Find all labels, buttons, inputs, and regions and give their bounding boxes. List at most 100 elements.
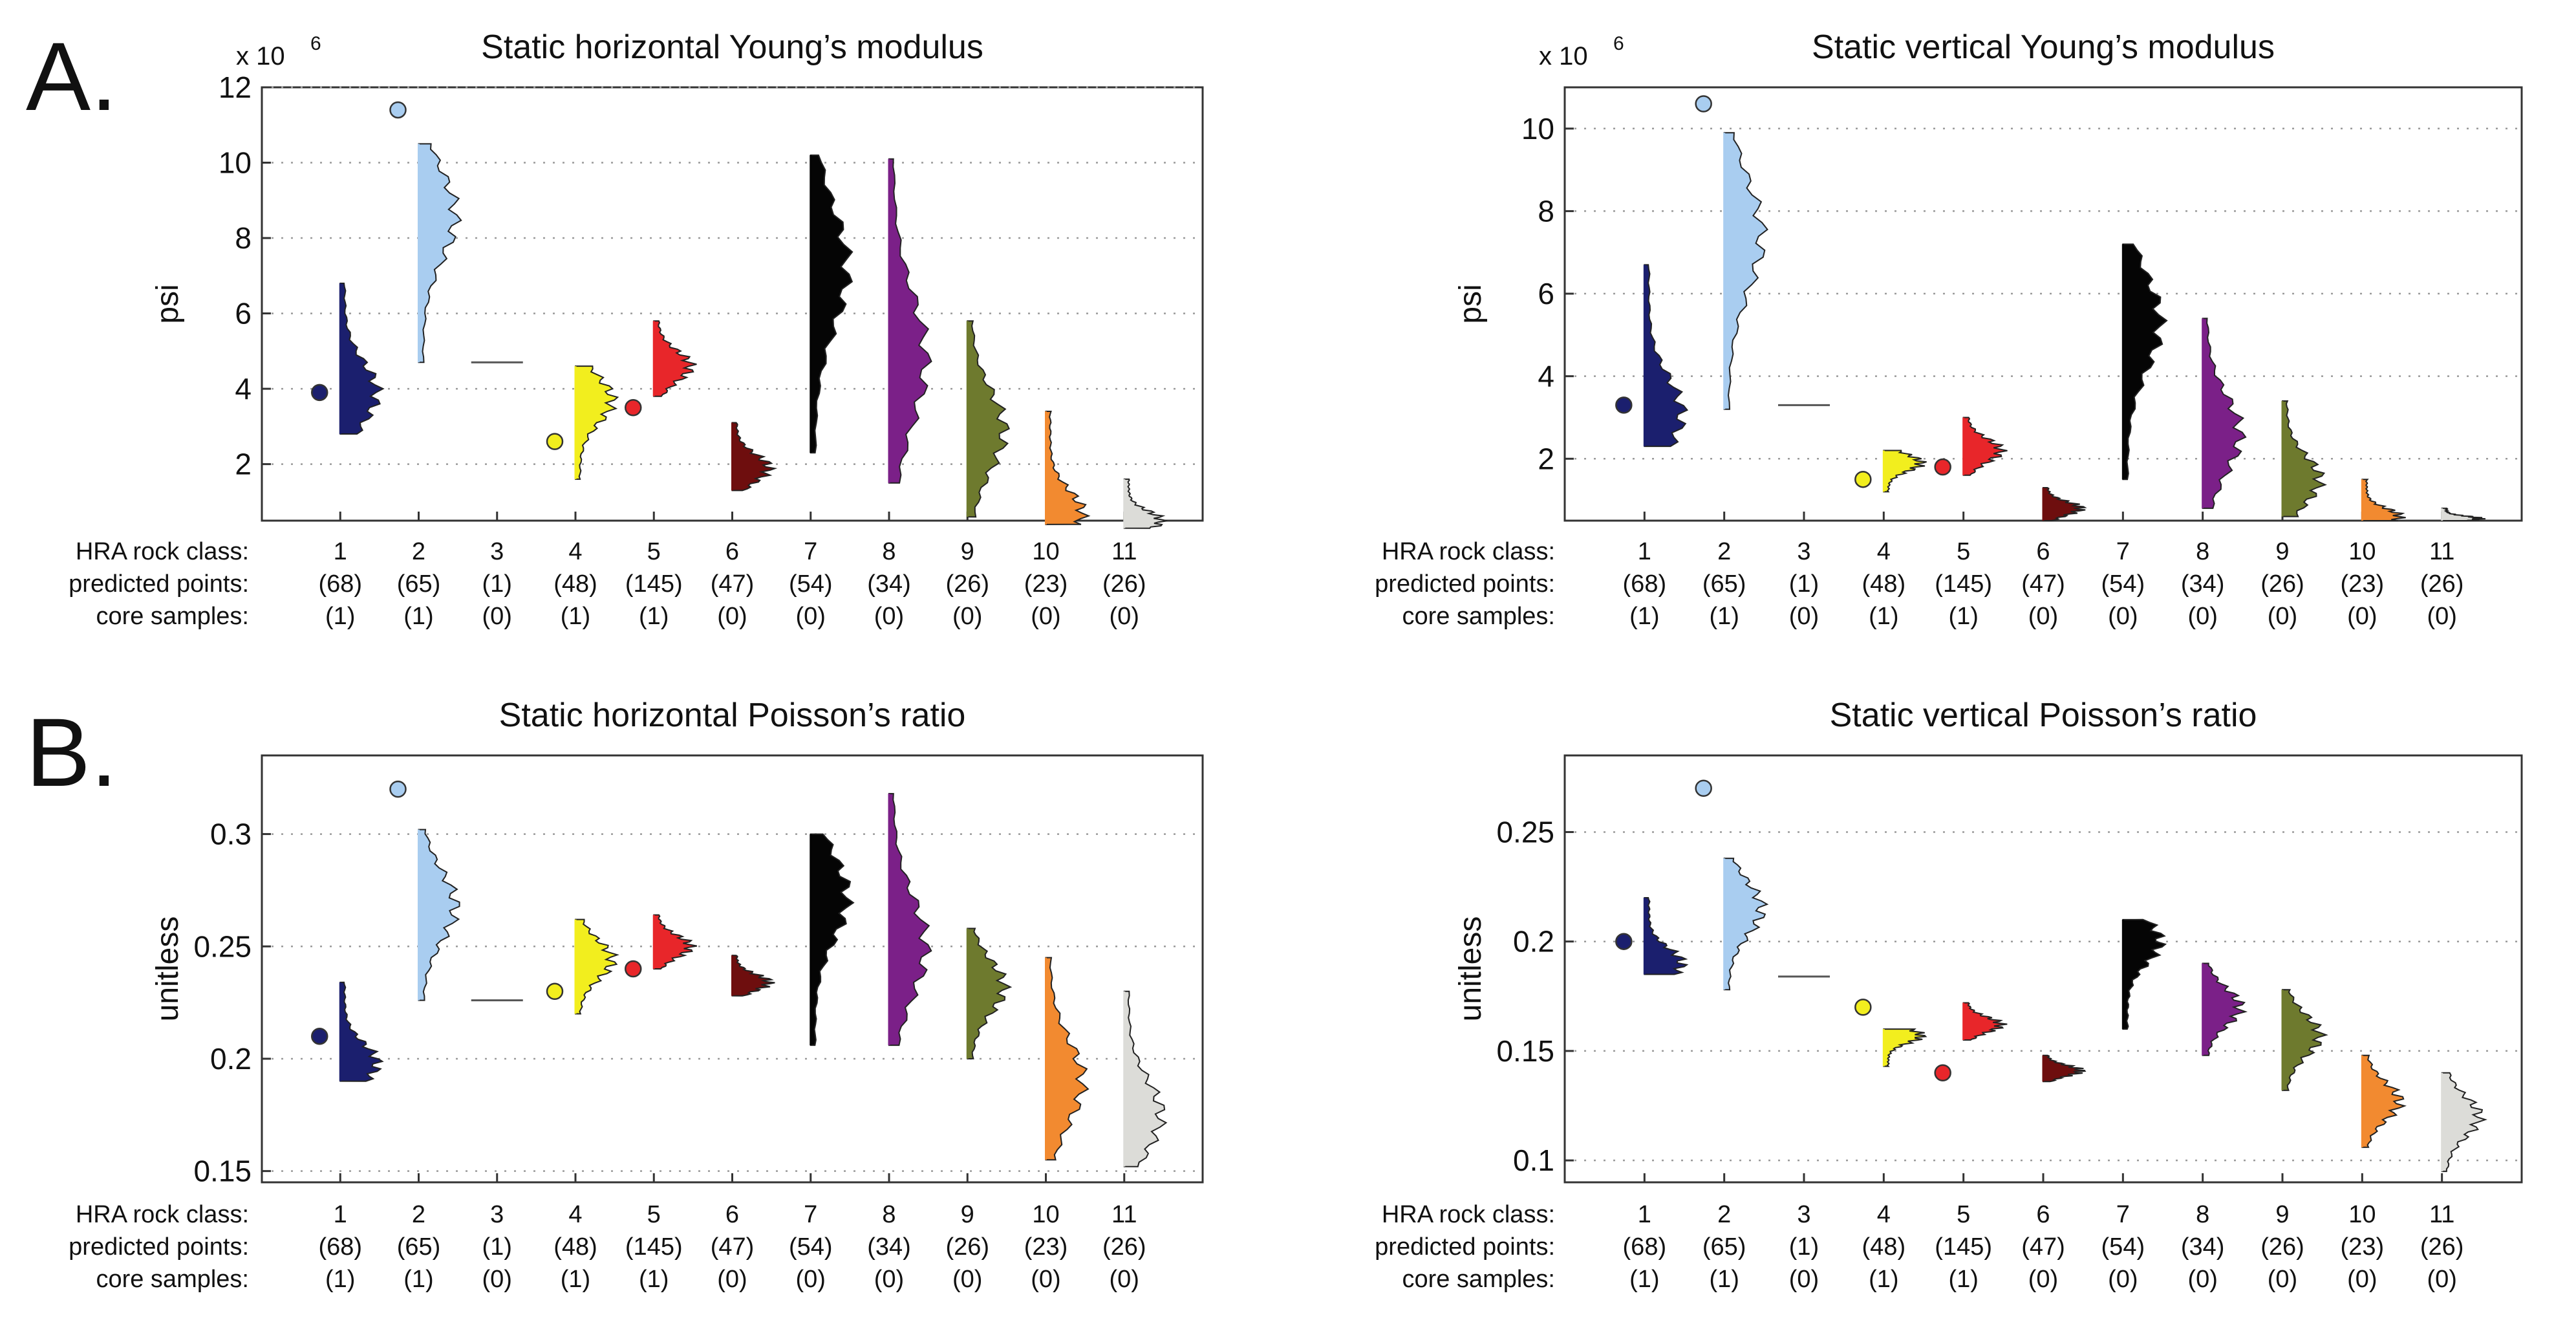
table-cell: 10 <box>2348 538 2376 565</box>
violin-class-4 <box>575 365 619 480</box>
table-row-label: core samples: <box>96 1266 249 1293</box>
y-tick-label: 4 <box>1538 360 1554 393</box>
violin-class-2 <box>418 829 460 1001</box>
table-cell: (23) <box>1024 570 1068 598</box>
violin-class-5 <box>653 320 697 397</box>
violin-class-5 <box>653 914 697 970</box>
y-tick-label: 2 <box>1538 442 1554 475</box>
table-cell: 5 <box>647 1201 661 1228</box>
table-cell: (1) <box>1869 603 1898 630</box>
y-tick-label: 0.25 <box>1496 815 1554 849</box>
plot-frame <box>1563 86 2523 522</box>
y-tick-label: 0.25 <box>193 929 252 963</box>
table-cell: (145) <box>625 570 683 598</box>
y-tick-label: 10 <box>1521 112 1554 146</box>
table-cell: (26) <box>945 1233 989 1261</box>
violin-class-5 <box>1962 1002 2008 1041</box>
table-cell: (1) <box>639 1266 669 1293</box>
table-cell: (0) <box>2347 603 2377 630</box>
table-cell: (0) <box>1789 1266 1819 1293</box>
core-sample-point <box>625 960 642 978</box>
table-cell: 8 <box>882 538 896 565</box>
table-cell: (0) <box>2268 1266 2297 1293</box>
table-cell: (0) <box>717 603 747 630</box>
y-exponent-base: x 10 <box>1539 42 1588 70</box>
table-cell: (23) <box>2341 1233 2385 1261</box>
table-cell: (0) <box>874 1266 904 1293</box>
table-cell: (68) <box>1623 1233 1667 1261</box>
table-cell: (1) <box>1629 1266 1659 1293</box>
panel-letter-b: B. <box>26 698 118 807</box>
table-cell: 9 <box>961 1201 974 1228</box>
chart-title: Static vertical Poisson’s ratio <box>1830 697 2257 734</box>
table-cell: (0) <box>952 603 982 630</box>
violin-class-11 <box>2441 1072 2487 1173</box>
table-cell: (1) <box>561 603 590 630</box>
panel-letter-a: A. <box>26 22 118 131</box>
table-cell: 1 <box>1638 1201 1651 1228</box>
table-cell: (0) <box>2108 1266 2138 1293</box>
table-cell: (26) <box>1102 570 1146 598</box>
y-exponent-power: 6 <box>1613 33 1624 54</box>
table-cell: 7 <box>804 1201 817 1228</box>
table-cell: (65) <box>1702 1233 1746 1261</box>
table-cell: (0) <box>1031 1266 1060 1293</box>
core-sample-point <box>1854 998 1872 1016</box>
table-cell: (34) <box>867 570 911 598</box>
table-cell: (0) <box>2187 603 2217 630</box>
table-cell: (65) <box>397 1233 441 1261</box>
violin-class-4 <box>1883 1028 1927 1067</box>
chart-title: Static vertical Young’s modulus <box>1812 28 2275 66</box>
table-cell: (65) <box>1702 570 1746 598</box>
table-cell: 6 <box>725 538 739 565</box>
table-cell: (47) <box>711 570 755 598</box>
table-cell: (54) <box>2101 570 2145 598</box>
chart-panel-4: 0.1 0.15 0.2 0.25 Static vertical Poisson’s … <box>1375 697 2523 1293</box>
table-cell: 11 <box>2429 1201 2454 1228</box>
table-cell: 10 <box>2348 1201 2376 1228</box>
violin-class-1 <box>339 282 385 435</box>
table-cell: (1) <box>325 603 355 630</box>
table-cell: (1) <box>1789 1233 1819 1261</box>
table-cell: 3 <box>1797 538 1810 565</box>
table-cell: (68) <box>1623 570 1667 598</box>
table-cell: (0) <box>1110 1266 1139 1293</box>
y-axis-label: unitless <box>151 916 185 1022</box>
chart-panel-3: 0.15 0.2 0.25 0.3 Static horizontal Poisson’… <box>69 697 1204 1293</box>
table-cell: (0) <box>717 1266 747 1293</box>
violin-class-11 <box>1123 478 1168 529</box>
table-cell: 2 <box>1717 538 1731 565</box>
violin-class-9 <box>967 320 1011 518</box>
violin-class-11 <box>2441 507 2486 521</box>
table-cell: 1 <box>334 1201 347 1228</box>
core-sample-point <box>546 433 564 450</box>
table-cell: (1) <box>1709 1266 1739 1293</box>
y-axis-label: unitless <box>1454 916 1488 1022</box>
table-cell: (1) <box>403 603 433 630</box>
table-cell: (23) <box>1024 1233 1068 1261</box>
table-cell: (65) <box>397 570 441 598</box>
table-row-label: HRA rock class: <box>76 1201 249 1228</box>
table-cell: (1) <box>482 1233 512 1261</box>
table-cell: (54) <box>2101 1233 2145 1261</box>
core-sample-point <box>311 384 328 402</box>
table-cell: 8 <box>882 1201 896 1228</box>
table-cell: 11 <box>1111 538 1137 565</box>
violin-class-6 <box>731 422 778 492</box>
table-cell: 4 <box>568 1201 582 1228</box>
violin-class-9 <box>2282 989 2328 1091</box>
table-cell: (26) <box>2260 1233 2304 1261</box>
table-cell: (0) <box>2028 603 2058 630</box>
y-tick-label: 8 <box>1538 194 1554 228</box>
y-tick-label: 0.1 <box>1513 1143 1554 1177</box>
table-cell: (26) <box>2260 570 2304 598</box>
core-sample-point <box>389 780 407 798</box>
table-cell: (0) <box>2028 1266 2058 1293</box>
table-cell: (0) <box>1031 603 1060 630</box>
table-cell: (0) <box>2108 603 2138 630</box>
table-cell: (1) <box>1789 570 1819 598</box>
table-cell: (47) <box>2021 1233 2065 1261</box>
table-cell: (0) <box>796 1266 826 1293</box>
table-cell: (1) <box>1948 603 1978 630</box>
table-cell: (26) <box>1102 1233 1146 1261</box>
